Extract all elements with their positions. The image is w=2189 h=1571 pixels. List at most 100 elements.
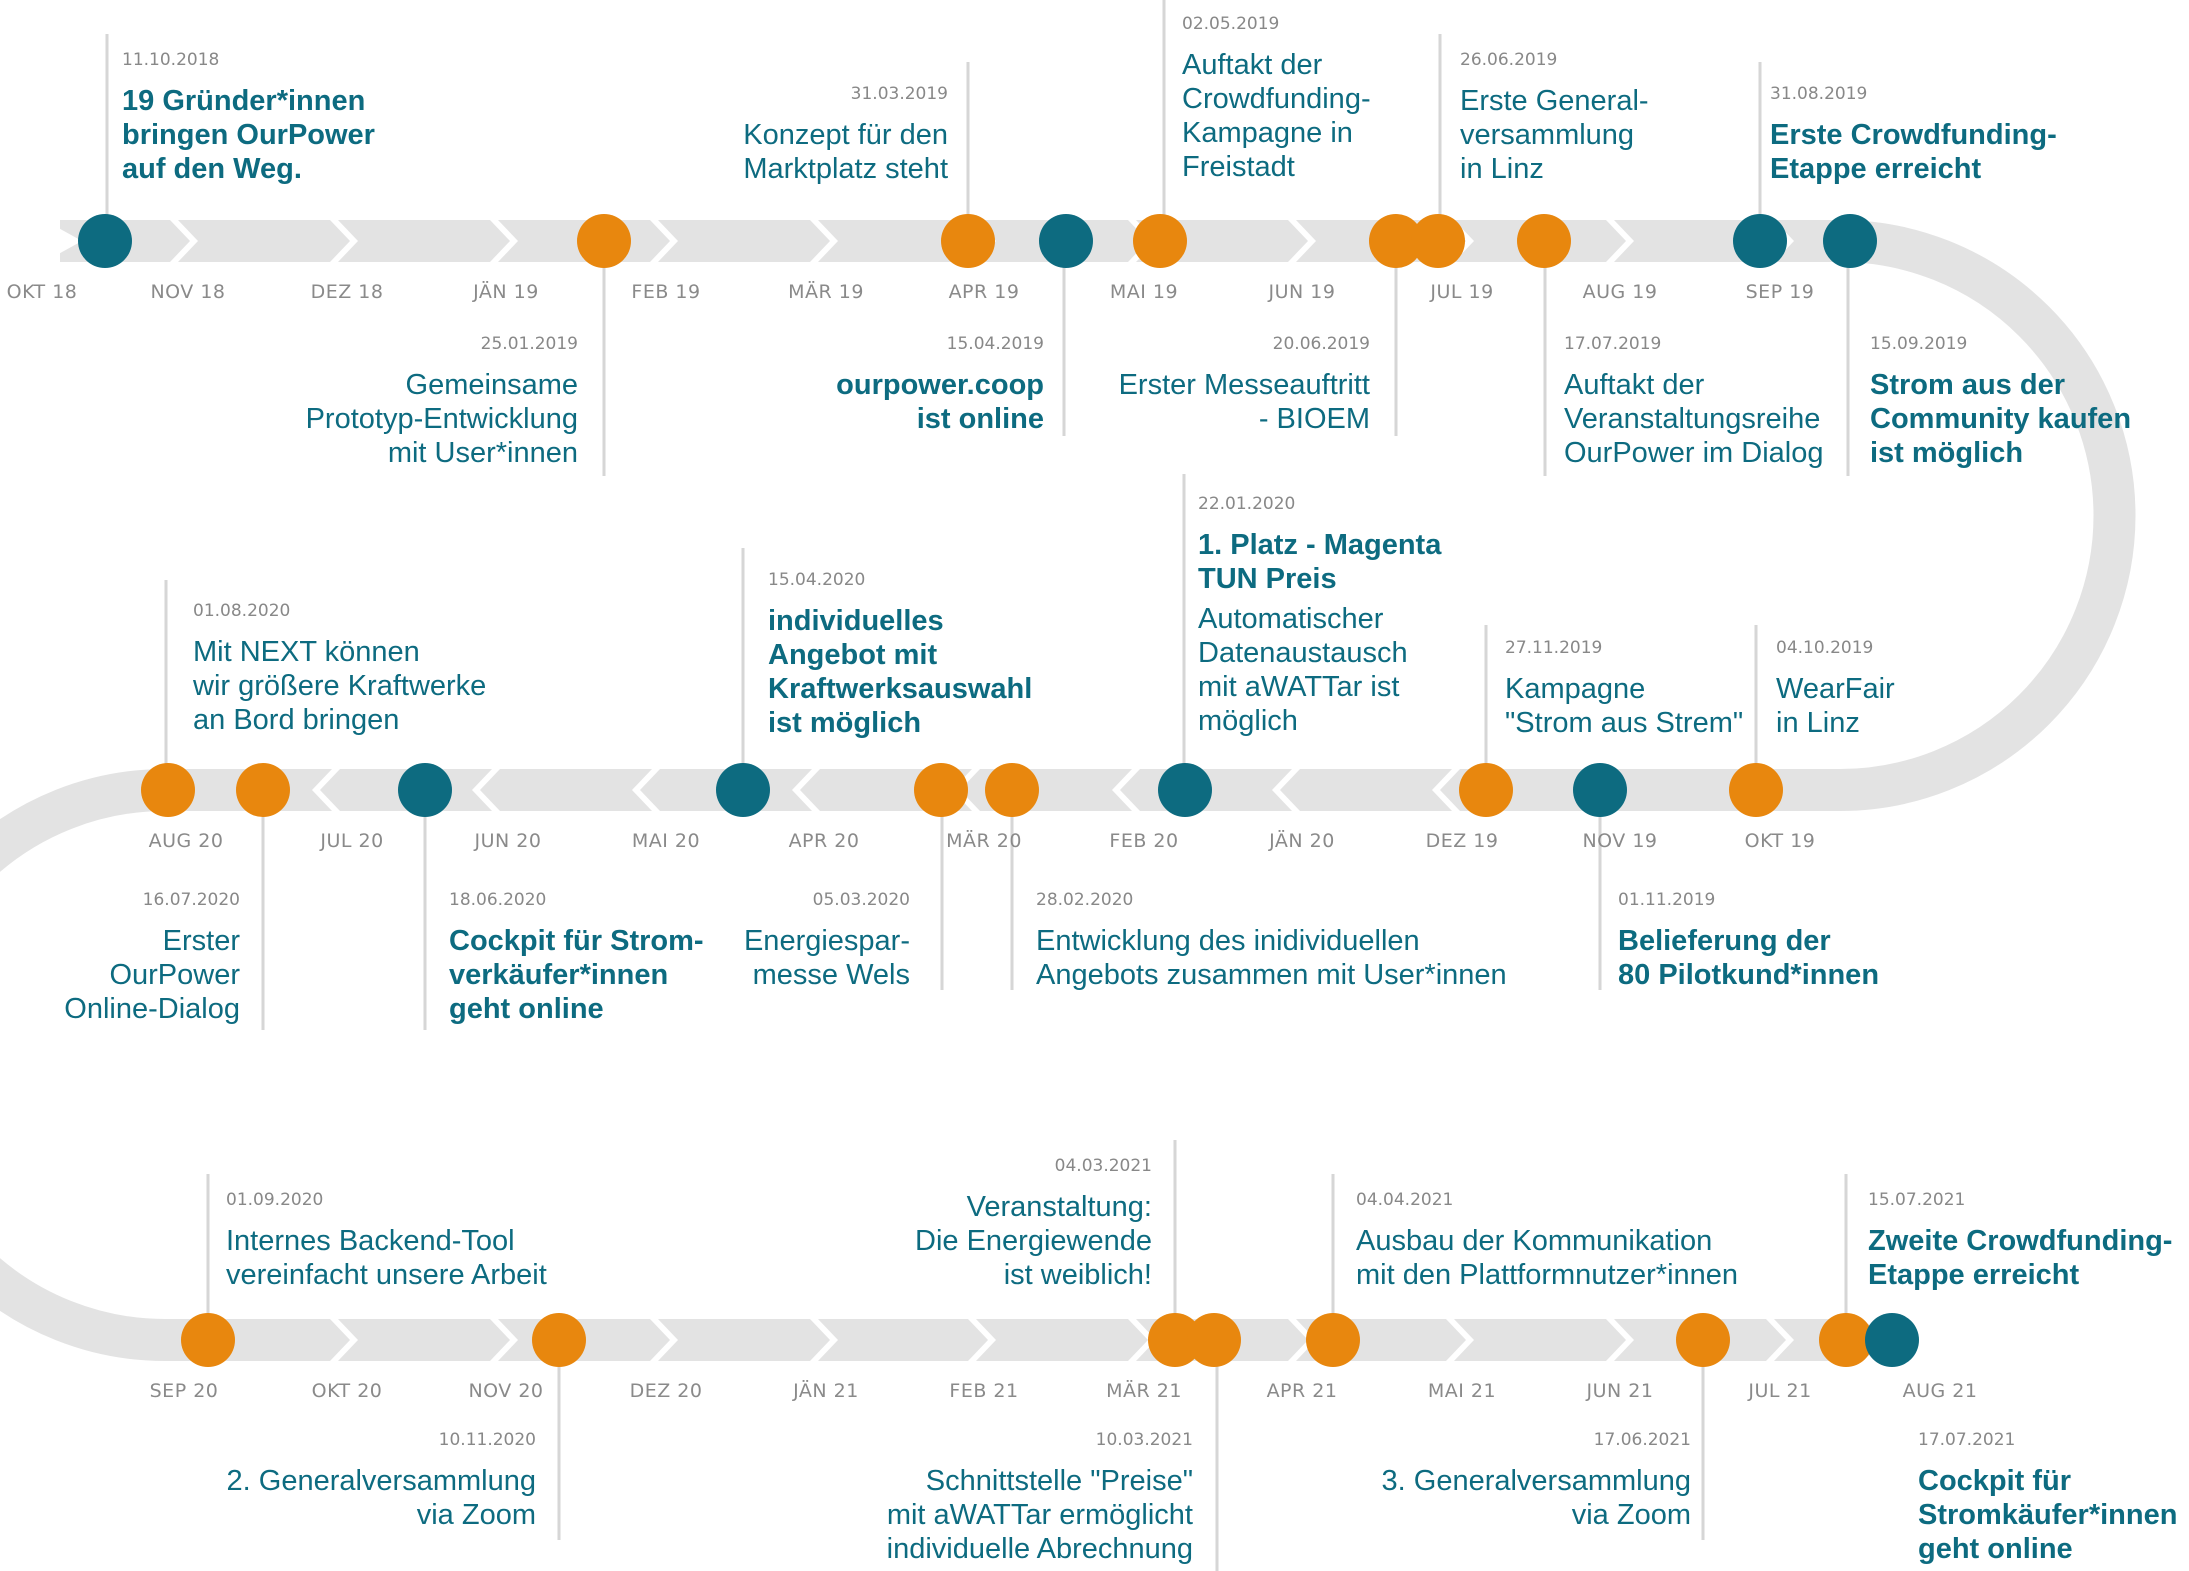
event-date: 15.04.2020 — [768, 570, 866, 590]
event-title-line: OurPower im Dialog — [1564, 437, 1824, 469]
event-17-07-2019: 17.07.2019 Auftakt der Veranstaltungsreihe… — [1564, 334, 1823, 470]
event-date: 01.11.2019 — [1618, 890, 1716, 910]
milestone-marker — [1306, 1313, 1360, 1367]
event-title-line: WearFair — [1776, 673, 1895, 705]
milestone-marker — [78, 214, 132, 268]
milestone-marker — [1819, 1313, 1873, 1367]
month-label: JUL 20 — [319, 830, 383, 852]
event-title-line: Freistadt — [1182, 151, 1295, 183]
event-date: 02.05.2019 — [1182, 14, 1280, 34]
event-title-line: Internes Backend-Tool — [226, 1225, 515, 1257]
timeline-chevron — [1432, 769, 1460, 811]
event-17-06-2021: 17.06.2021 3. Generalversammlung via Zoom — [1382, 1430, 1691, 1532]
event-31-08-2019: 31.08.2019 Erste Crowdfunding- Etappe erre… — [1770, 84, 2057, 186]
event-title-line: bringen OurPower — [122, 119, 375, 151]
event-title-line: Energiespar- — [743, 925, 910, 957]
event-title: Auftakt der Crowdfunding- Kampagne in Freis… — [1182, 48, 1371, 184]
event-title: Auftakt der Veranstaltungsreihe OurPower i… — [1564, 368, 1823, 470]
month-label: OKT 18 — [7, 281, 78, 303]
event-description-line: Automatischer — [1198, 603, 1384, 635]
event-title-line: Erster Messeauftritt — [1118, 369, 1370, 401]
event-date: 15.09.2019 — [1870, 334, 1968, 354]
event-title: 1. Platz - Magenta TUN Preis — [1198, 528, 1441, 596]
event-title-line: Schnittstelle "Preise" — [925, 1465, 1193, 1497]
event-title-line: Konzept für den — [743, 119, 948, 151]
milestone-marker — [1823, 214, 1877, 268]
event-title: Erster OurPower Online-Dialog — [64, 924, 240, 1026]
event-title-line: messe Wels — [752, 959, 910, 991]
event-title-line: ist möglich — [768, 707, 922, 739]
event-title: Veranstaltung: Die Energiewende ist weibli… — [915, 1190, 1152, 1292]
event-title: Energiespar-messe Wels — [744, 924, 910, 992]
timeline-chevron — [1272, 769, 1300, 811]
event-title-line: versammlung — [1460, 119, 1635, 151]
event-date: 17.07.2019 — [1564, 334, 1662, 354]
event-17-07-2021: 17.07.2021 Cockpit für Stromkäufer*innen ge… — [1918, 1430, 2177, 1566]
event-05-03-2020: 05.03.2020 Energiespar-messe Wels — [744, 890, 910, 992]
month-label: DEZ 19 — [1426, 830, 1499, 852]
timeline-chevron — [968, 1319, 996, 1361]
month-label: JÄN 19 — [472, 280, 539, 303]
event-title-line: Erste General- — [1460, 85, 1649, 117]
milestone-marker — [577, 214, 631, 268]
month-label: SEP 19 — [1746, 281, 1815, 303]
milestone-marker — [1187, 1313, 1241, 1367]
milestone-marker — [1573, 763, 1627, 817]
event-01-08-2020: 01.08.2020 Mit NEXT können wir größere Kra… — [193, 601, 486, 737]
milestone-marker — [181, 1313, 235, 1367]
event-title-line: Kampagne in — [1182, 117, 1353, 149]
milestone-marker — [398, 763, 452, 817]
timeline-chevron — [490, 1319, 518, 1361]
event-title-line: Ausbau der Kommunikation — [1356, 1225, 1713, 1257]
month-label: JÄN 21 — [792, 1379, 859, 1402]
timeline-chevron — [792, 769, 820, 811]
event-title-line: Strom aus der — [1870, 369, 2065, 401]
event-date: 25.01.2019 — [480, 334, 578, 354]
month-label: APR 21 — [1267, 1380, 1338, 1402]
event-date: 05.03.2020 — [812, 890, 910, 910]
timeline-chevron — [650, 220, 678, 262]
event-title-line: Veranstaltung: — [966, 1191, 1152, 1223]
event-26-06-2019: 26.06.2019 Erste General-versammlung in Li… — [1460, 50, 1649, 186]
event-title: Entwicklung des inidividuellen Angebots z… — [1036, 924, 1507, 992]
milestone-marker — [1676, 1313, 1730, 1367]
event-date: 01.09.2020 — [226, 1190, 324, 1210]
event-title: Mit NEXT können wir größere Kraftwerke an … — [193, 635, 486, 737]
milestone-marker — [1459, 763, 1513, 817]
event-title: Strom aus der Community kaufen ist möglich — [1870, 368, 2131, 470]
milestone-marker — [914, 763, 968, 817]
timeline-chevron — [1606, 220, 1634, 262]
month-label: OKT 20 — [312, 1380, 383, 1402]
event-01-11-2019: 01.11.2019 Belieferung der 80 Pilotkund*in… — [1618, 890, 1879, 992]
month-label: NOV 20 — [468, 1380, 543, 1402]
timeline-chevron — [810, 220, 838, 262]
event-18-06-2020: 18.06.2020 Cockpit für Strom-verkäufer*in… — [449, 890, 704, 1026]
timeline-chevron — [1606, 1319, 1634, 1361]
month-label: SEP 20 — [150, 1380, 219, 1402]
event-date: 16.07.2020 — [142, 890, 240, 910]
event-title-line: ist weiblich! — [1003, 1259, 1152, 1291]
event-title-line: in Linz — [1460, 153, 1544, 185]
event-16-07-2020: 16.07.2020 Erster OurPower Online-Dialog — [64, 890, 240, 1026]
milestone-marker — [941, 214, 995, 268]
event-title-line: mit den Plattformnutzer*innen — [1356, 1259, 1739, 1291]
timeline-chevron — [330, 220, 358, 262]
month-label: NOV 18 — [150, 281, 225, 303]
event-title-line: Mit NEXT können — [193, 636, 420, 668]
event-title-line: mit aWATTar ermöglicht — [886, 1499, 1193, 1531]
month-label: FEB 20 — [1109, 830, 1178, 852]
event-date: 10.03.2021 — [1095, 1430, 1193, 1450]
event-title-line: Veranstaltungsreihe — [1564, 403, 1821, 435]
event-title: Gemeinsame Prototyp-Entwicklung mit User*i… — [306, 368, 578, 470]
event-date: 04.10.2019 — [1776, 638, 1874, 658]
timeline-chevron — [170, 220, 198, 262]
event-title-line: individuelles — [768, 605, 944, 637]
month-label: JUL 21 — [1747, 1380, 1811, 1402]
event-title-line: Etappe erreicht — [1868, 1259, 2080, 1291]
month-label: APR 20 — [789, 830, 860, 852]
event-04-04-2021: 04.04.2021 Ausbau der Kommunikation mit de… — [1356, 1190, 1738, 1292]
milestone-marker — [1039, 214, 1093, 268]
event-title-line: ist möglich — [1870, 437, 2024, 469]
milestone-marker — [141, 763, 195, 817]
milestone-marker — [1865, 1313, 1919, 1367]
